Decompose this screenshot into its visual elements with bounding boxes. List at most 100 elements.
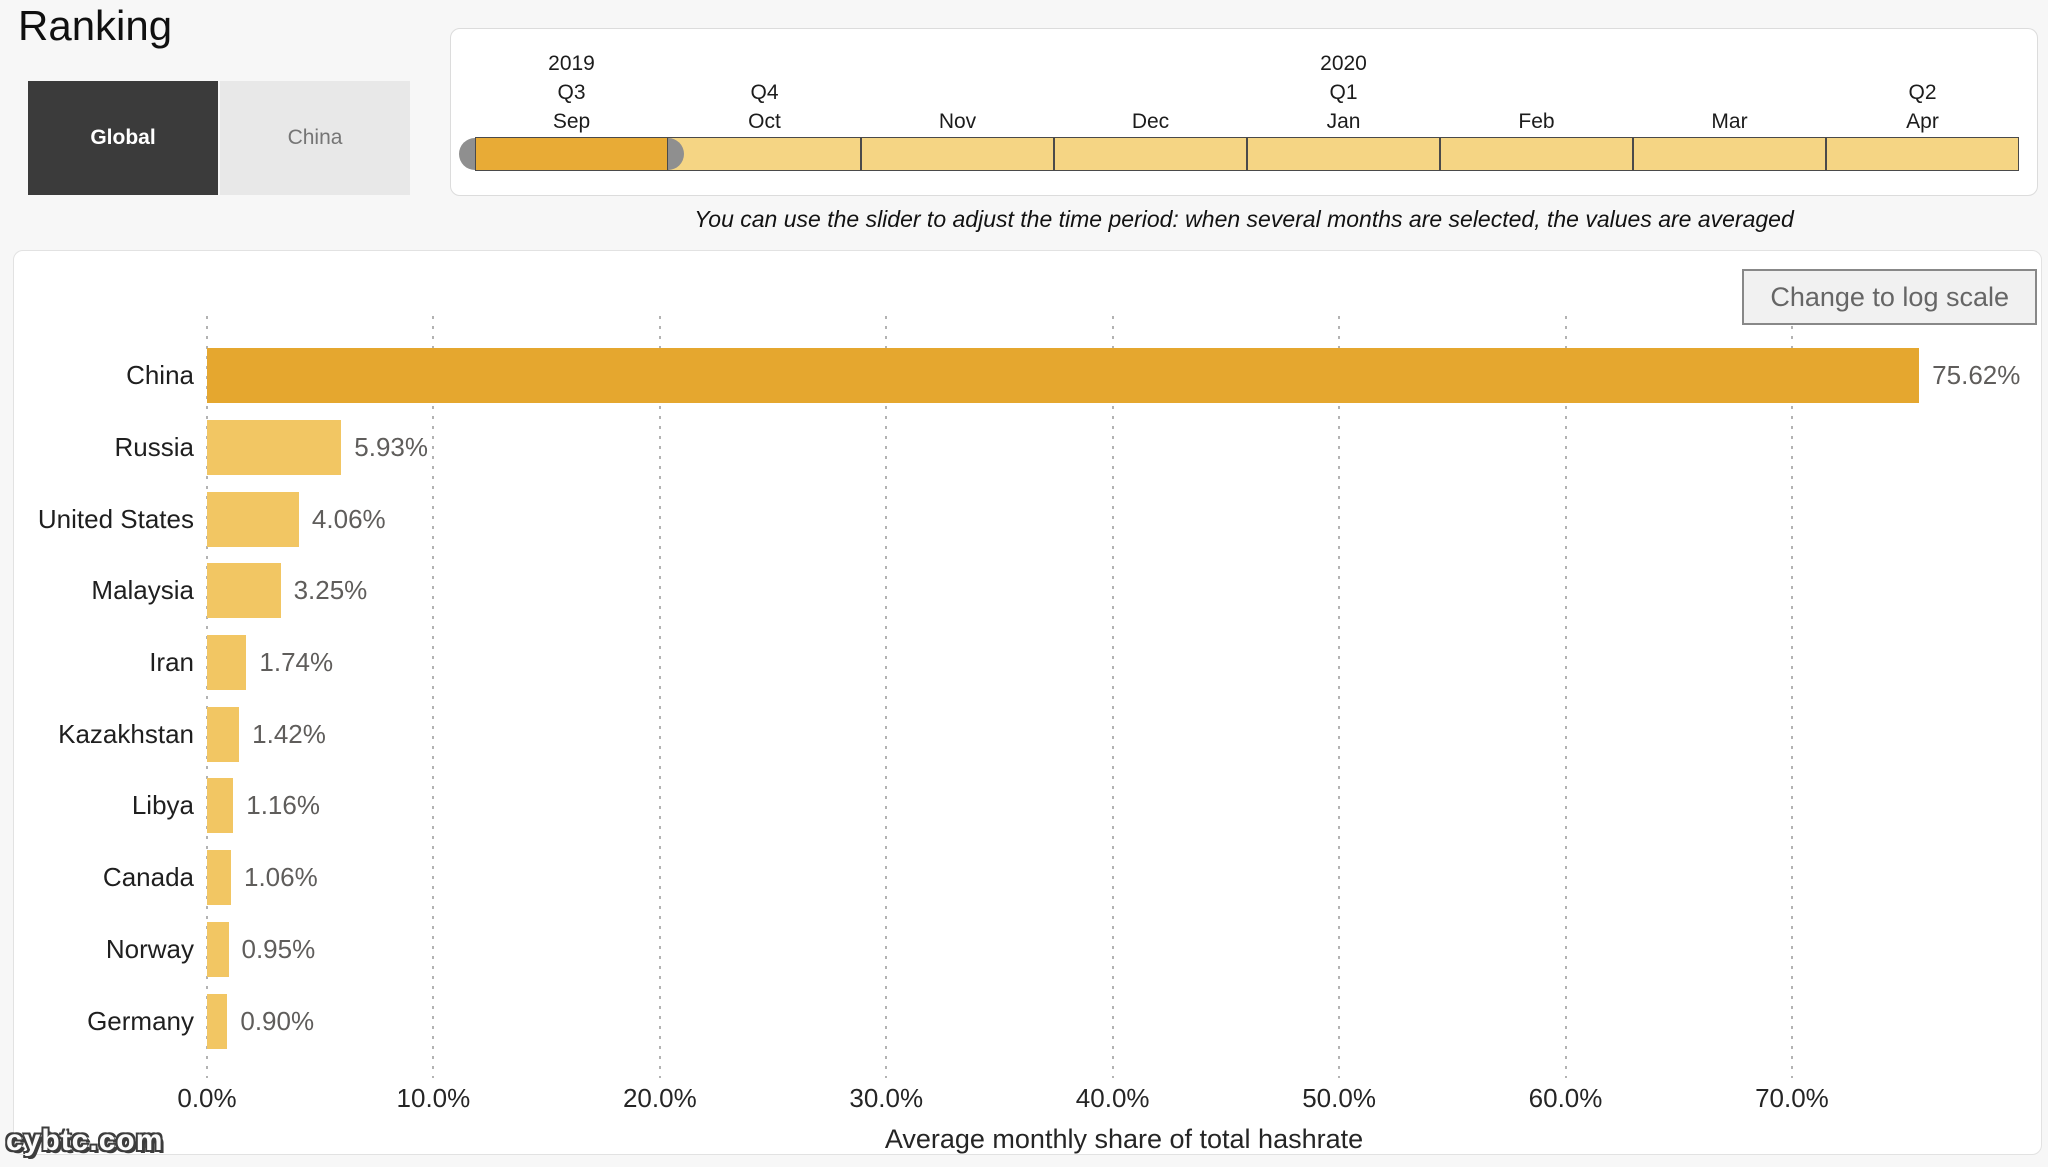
value-label: 1.74% xyxy=(259,647,334,678)
bar-area: 1.42% xyxy=(207,706,2041,762)
month-label: Mar xyxy=(1711,110,1748,133)
scope-toggle: Global China xyxy=(28,81,410,195)
bar-area: 75.62% xyxy=(207,348,2041,404)
month-quarter-label: Q2 xyxy=(1908,81,1937,104)
bar-germany[interactable] xyxy=(207,993,228,1049)
slider-segment-mar: Mar xyxy=(1633,49,1826,171)
chart-row: Libya 1.16% xyxy=(14,770,2041,842)
chart-row: Germany 0.90% xyxy=(14,985,2041,1057)
slider-segment-oct: Q4 Oct xyxy=(668,49,861,171)
month-label: Nov xyxy=(938,110,977,133)
category-label: Russia xyxy=(114,432,194,463)
x-tick-label: 60.0% xyxy=(1528,1083,1603,1113)
bar-malaysia[interactable] xyxy=(207,563,281,619)
bar-libya[interactable] xyxy=(207,778,234,834)
x-tick-label: 50.0% xyxy=(1302,1083,1376,1113)
gridline xyxy=(1111,316,1114,1078)
bar-iran[interactable] xyxy=(207,635,247,691)
slider-cell-nov[interactable] xyxy=(861,137,1054,171)
slider-cell-feb[interactable] xyxy=(1440,137,1633,171)
value-label: 1.42% xyxy=(252,718,326,749)
toggle-global-button[interactable]: Global xyxy=(28,81,218,195)
month-label: Oct xyxy=(748,110,781,133)
gridline xyxy=(885,316,888,1078)
value-label: 0.95% xyxy=(241,933,316,964)
slider-cell-dec[interactable] xyxy=(1054,137,1247,171)
category-label: Libya xyxy=(131,790,194,821)
bar-norway[interactable] xyxy=(207,921,229,977)
month-year-label: 2019 xyxy=(548,52,595,75)
chart-row: Kazakhstan 1.42% xyxy=(14,698,2041,770)
bar-area: 1.74% xyxy=(207,635,2041,691)
slider-cell-jan[interactable] xyxy=(1247,137,1440,171)
bar-russia[interactable] xyxy=(207,420,342,476)
slider-cell-mar[interactable] xyxy=(1633,137,1826,171)
bar-area: 0.95% xyxy=(207,921,2041,977)
slider-cell-apr[interactable] xyxy=(1826,137,2019,171)
month-quarter-label: Q3 xyxy=(557,81,586,104)
slider-cell-oct[interactable] xyxy=(668,137,861,171)
category-label: Malaysia xyxy=(91,575,194,606)
category-label: China xyxy=(126,360,194,391)
toggle-china-button[interactable]: China xyxy=(220,81,410,195)
bar-canada[interactable] xyxy=(207,850,231,906)
month-label: Dec xyxy=(1131,110,1170,133)
month-label: Feb xyxy=(1518,110,1555,133)
bar-united-states[interactable] xyxy=(207,491,299,547)
bar-area: 1.06% xyxy=(207,850,2041,906)
slider-segment-nov: Nov xyxy=(861,49,1054,171)
log-scale-button[interactable]: Change to log scale xyxy=(1742,269,2037,325)
value-label: 75.62% xyxy=(1932,360,2021,391)
month-quarter-label: Q1 xyxy=(1329,81,1358,104)
gridline xyxy=(658,316,661,1078)
gridline xyxy=(1790,316,1793,1078)
slider-cell-sep[interactable] xyxy=(475,137,668,171)
gridline xyxy=(206,316,208,1078)
x-axis-ticks: 0.0% 10.0% 20.0% 30.0% 40.0% 50.0% 60.0% 70.0% xyxy=(177,1083,2041,1115)
x-tick-label: 40.0% xyxy=(1075,1083,1150,1113)
value-label: 1.16% xyxy=(246,790,320,821)
bar-kazakhstan[interactable] xyxy=(207,706,240,762)
bar-area: 0.90% xyxy=(207,993,2041,1049)
x-tick-label: 30.0% xyxy=(849,1083,924,1113)
slider-segment-dec: Dec xyxy=(1054,49,1247,171)
slider-segment-feb: Feb xyxy=(1440,49,1633,171)
page-title: Ranking xyxy=(18,2,173,49)
category-label: United States xyxy=(37,503,194,534)
category-label: Norway xyxy=(105,933,194,964)
slider-segment-apr: Q2 Apr xyxy=(1826,49,2019,171)
value-label: 1.06% xyxy=(244,862,318,893)
gridline xyxy=(1564,316,1567,1078)
bar-area: 1.16% xyxy=(207,778,2041,834)
watermark: cybtc.com xyxy=(6,1124,164,1157)
slider-hint: You can use the slider to adjust the tim… xyxy=(694,206,1794,232)
category-label: Canada xyxy=(102,862,194,893)
value-label: 3.25% xyxy=(293,575,368,606)
slider-segment-jan: 2020 Q1 Jan xyxy=(1247,49,1440,171)
x-tick-label: 70.0% xyxy=(1755,1083,1829,1113)
month-year-label: 2020 xyxy=(1320,52,1367,75)
bar-chart: China 75.62% Russia 5.93% United States 4.06%… xyxy=(14,340,2041,1057)
month-label: Jan xyxy=(1326,110,1361,133)
chart-row: Russia 5.93% xyxy=(14,412,2041,484)
chart-row: China 75.62% xyxy=(14,340,2041,412)
chart-row: United States 4.06% xyxy=(14,483,2041,555)
time-slider: 2019 Q3 Sep Q4 Oct Nov Dec 2020 Q1 Jan Feb Mar Q2 Apr xyxy=(475,49,2019,171)
value-label: 0.90% xyxy=(240,1005,315,1036)
category-label: Germany xyxy=(87,1005,194,1036)
category-label: Kazakhstan xyxy=(58,718,194,749)
bar-area: 4.06% xyxy=(207,491,2041,547)
bar-area: 5.93% xyxy=(207,420,2041,476)
gridlines xyxy=(206,316,2041,1078)
chart-row: Norway 0.95% xyxy=(14,914,2041,986)
time-slider-panel: 2019 Q3 Sep Q4 Oct Nov Dec 2020 Q1 Jan Feb Mar Q2 Apr xyxy=(450,28,2038,196)
chart-row: Iran 1.74% xyxy=(14,627,2041,699)
chart-row: Canada 1.06% xyxy=(14,842,2041,914)
month-label: Sep xyxy=(552,110,591,133)
month-label: Apr xyxy=(1906,110,1939,133)
x-tick-label: 10.0% xyxy=(396,1083,471,1113)
bar-china[interactable] xyxy=(207,348,1920,404)
bar-area: 3.25% xyxy=(207,563,2041,619)
month-quarter-label: Q4 xyxy=(750,81,779,104)
gridline xyxy=(432,316,435,1078)
